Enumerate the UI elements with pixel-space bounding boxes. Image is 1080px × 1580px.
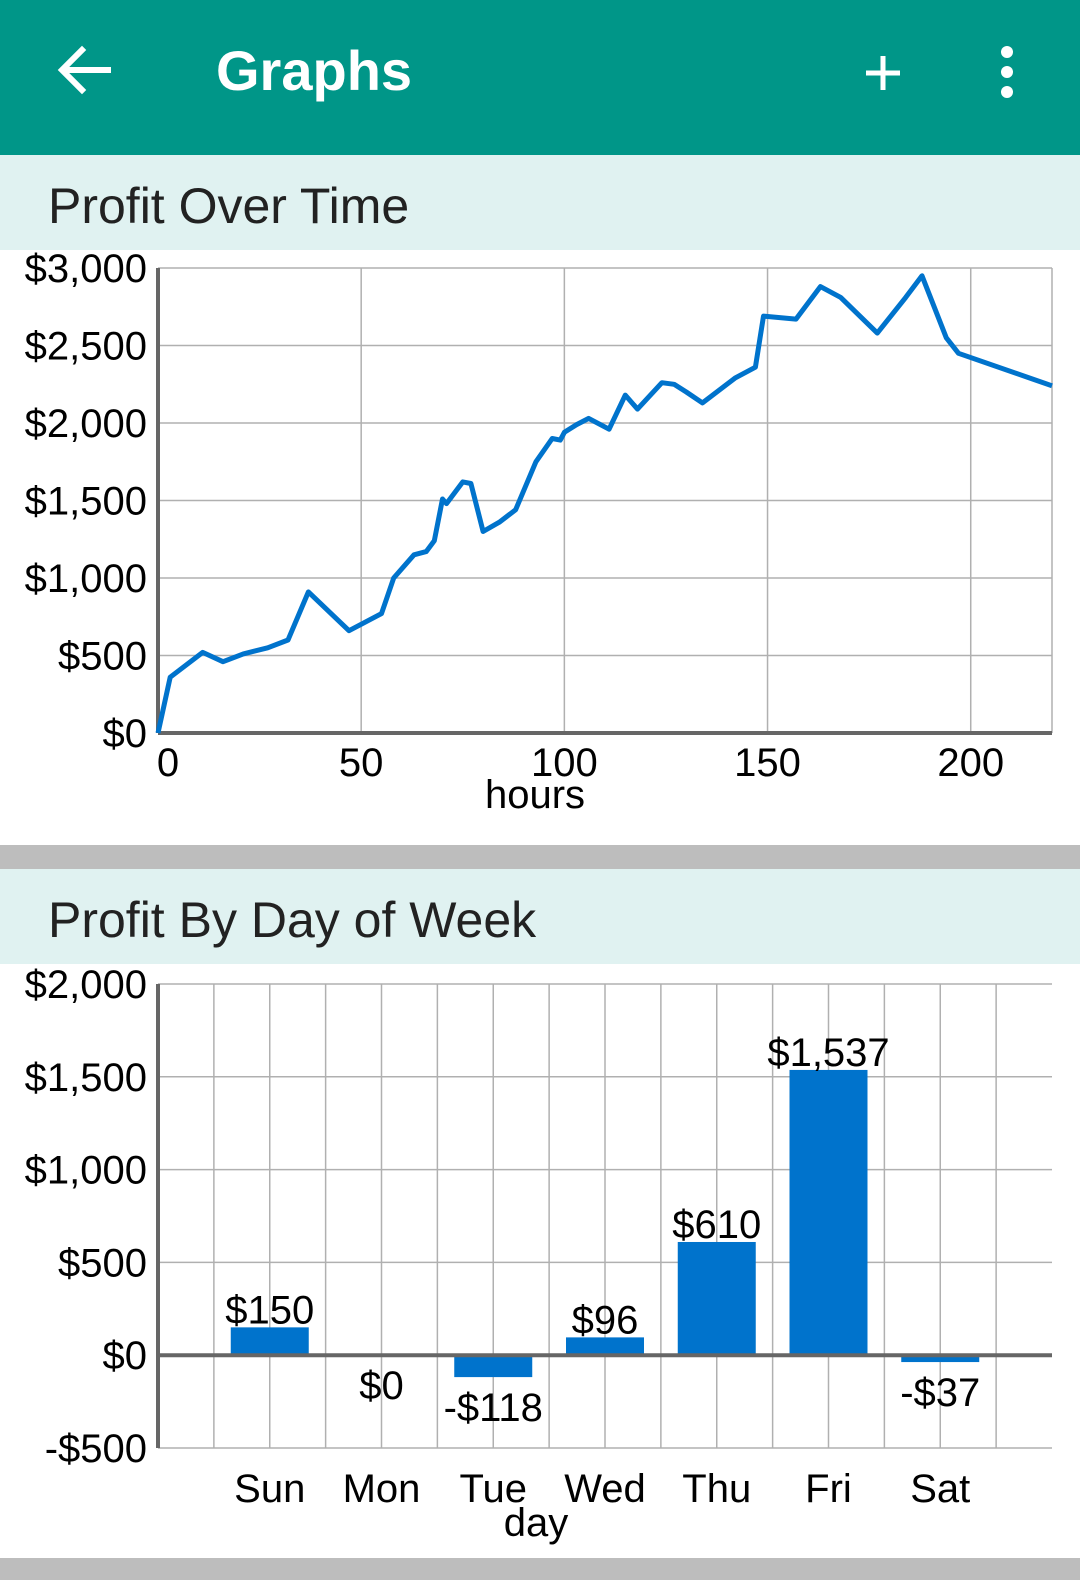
y-tick-label: $500 xyxy=(58,1241,147,1285)
x-tick-label: 200 xyxy=(937,741,1004,785)
profit-by-day-header: Profit By Day of Week xyxy=(0,869,1080,964)
profit-line-series xyxy=(155,273,1053,734)
y-tick-label: $2,500 xyxy=(25,325,147,369)
x-tick-label: 150 xyxy=(734,741,801,785)
x-axis-label: hours xyxy=(485,773,585,817)
y-tick-label: $500 xyxy=(58,635,147,679)
bar-sun xyxy=(230,1327,309,1356)
y-tick-label: $1,500 xyxy=(25,1056,147,1100)
x-category-label: Fri xyxy=(805,1467,852,1511)
y-tick-label: $1,000 xyxy=(25,557,147,601)
y-tick-label: $0 xyxy=(103,712,148,756)
x-tick-label: 100 xyxy=(531,741,598,785)
profit-over-time-title: Profit Over Time xyxy=(48,178,410,234)
bar-value-label: -$118 xyxy=(444,1386,543,1430)
y-tick-label: $3,000 xyxy=(25,250,147,291)
bottom-divider xyxy=(0,1558,1080,1580)
x-tick-label: 0 xyxy=(157,741,179,785)
app-bar: Graphs xyxy=(0,0,1080,155)
y-tick-label: $1,500 xyxy=(25,480,147,524)
profit-over-time-header: Profit Over Time xyxy=(0,155,1080,250)
y-tick-label: $1,000 xyxy=(25,1149,147,1193)
add-icon[interactable] xyxy=(858,44,908,100)
x-category-label: Tue xyxy=(460,1467,527,1511)
page-title: Graphs xyxy=(216,39,413,102)
bar-sat xyxy=(901,1355,980,1363)
x-category-label: Mon xyxy=(343,1467,421,1511)
bar-wed xyxy=(566,1337,644,1356)
bar-value-label: $1,537 xyxy=(767,1031,889,1075)
back-arrow-icon[interactable] xyxy=(52,38,116,102)
x-tick-label: 50 xyxy=(339,741,384,785)
x-category-label: Thu xyxy=(682,1467,751,1511)
y-tick-label: $2,000 xyxy=(25,402,147,446)
more-vert-icon[interactable] xyxy=(990,40,1024,104)
bar-value-label: $150 xyxy=(225,1288,314,1332)
x-category-label: Sun xyxy=(234,1467,305,1511)
y-tick-label: $0 xyxy=(103,1334,148,1378)
x-category-label: Wed xyxy=(564,1467,646,1511)
section-divider xyxy=(0,845,1080,869)
bar-thu xyxy=(677,1241,756,1356)
y-tick-label: -$500 xyxy=(45,1427,147,1471)
bar-value-label: $0 xyxy=(359,1364,404,1408)
profit-by-day-chart: $150 $0 -$118 $96 $610 $1,537 -$37 -$500 $0 $500 $… xyxy=(25,964,1052,1545)
profit-by-day-title: Profit By Day of Week xyxy=(48,892,537,948)
bar-value-label: -$37 xyxy=(900,1371,980,1415)
bar-value-label: $610 xyxy=(672,1203,761,1247)
x-axis-label: day xyxy=(504,1501,569,1545)
bar-fri xyxy=(789,1069,868,1356)
bar-value-label: $96 xyxy=(572,1298,639,1342)
y-tick-label: $2,000 xyxy=(25,964,147,1007)
x-category-label: Sat xyxy=(910,1467,970,1511)
bar-tue xyxy=(454,1355,533,1378)
profit-over-time-chart: $0 $500 $1,000 $1,500 $2,000 $2,500 $3,000 0 50 1… xyxy=(25,250,1053,817)
